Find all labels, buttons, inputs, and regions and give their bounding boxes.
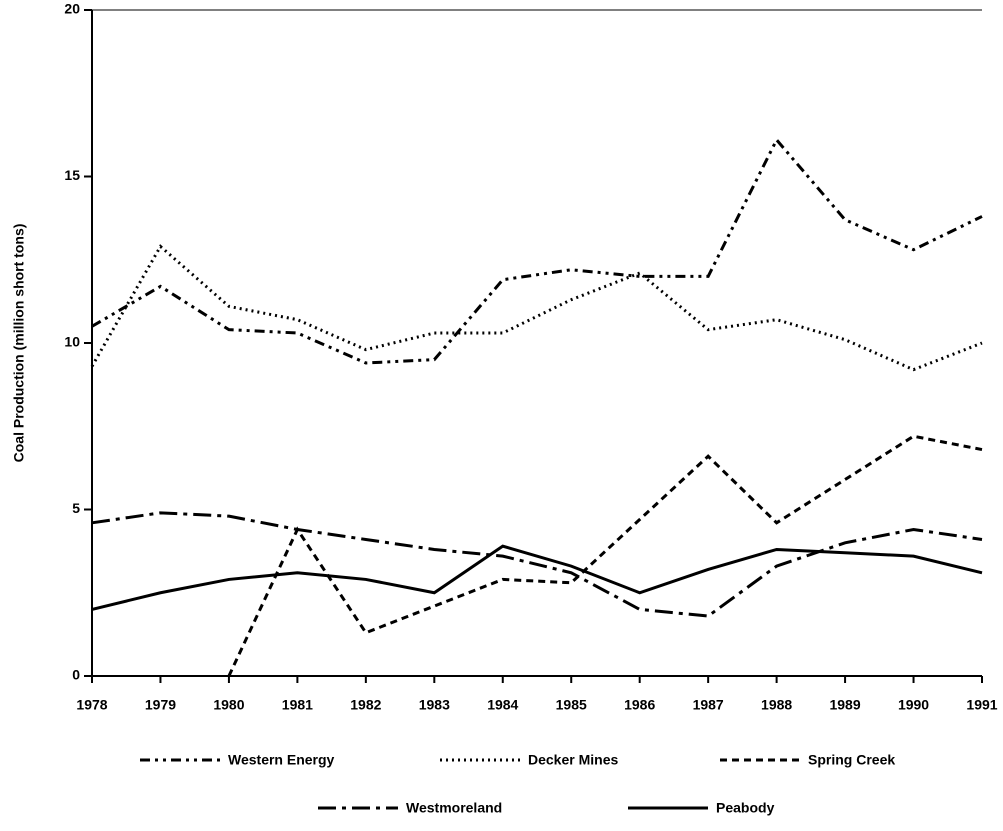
x-tick-label: 1988: [761, 697, 792, 713]
x-tick-label: 1986: [624, 697, 655, 713]
legend-label: Westmoreland: [406, 800, 502, 816]
line-series: [91, 544, 983, 611]
legend-label: Peabody: [716, 800, 775, 816]
y-axis-label: Coal Production (million short tons): [11, 224, 27, 463]
x-tick-label: 1980: [213, 697, 244, 713]
y-tick-label: 0: [72, 667, 80, 683]
x-tick-label: 1991: [966, 697, 997, 713]
line-series: [91, 511, 983, 618]
line-series: [90, 244, 983, 372]
x-tick-label: 1979: [145, 697, 176, 713]
x-tick-label: 1984: [487, 697, 518, 713]
x-tick-label: 1983: [419, 697, 450, 713]
line-series: [91, 137, 983, 365]
y-tick-label: 5: [72, 500, 80, 516]
x-tick-label: 1981: [282, 697, 313, 713]
x-tick-label: 1978: [76, 697, 107, 713]
x-tick-label: 1985: [556, 697, 587, 713]
x-tick-label: 1987: [693, 697, 724, 713]
line-series: [227, 434, 983, 677]
x-tick-label: 1982: [350, 697, 381, 713]
y-tick-label: 20: [64, 1, 80, 17]
x-tick-label: 1990: [898, 697, 929, 713]
legend-label: Spring Creek: [808, 752, 895, 768]
legend-label: Decker Mines: [528, 752, 618, 768]
y-tick-label: 10: [64, 334, 80, 350]
x-tick-label: 1989: [829, 697, 860, 713]
y-tick-label: 15: [64, 167, 80, 183]
legend-label: Western Energy: [228, 752, 335, 768]
